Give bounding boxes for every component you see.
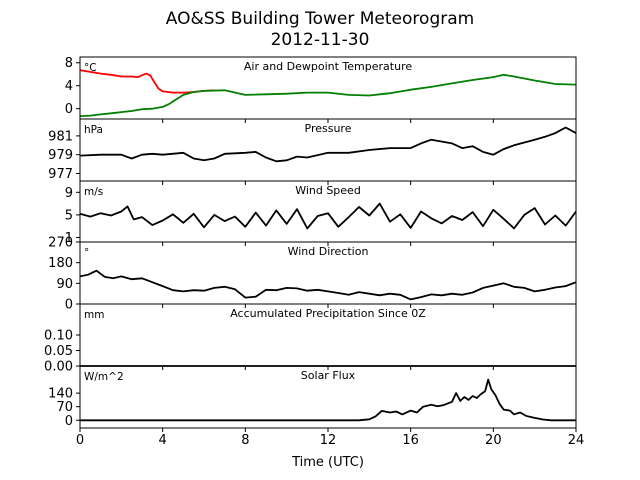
series-line-wind-speed-0 [79, 202, 577, 230]
y-tick-label: 981 [48, 129, 73, 144]
x-tick-label: 8 [241, 433, 249, 448]
y-tick-label: 0 [65, 298, 73, 313]
x-tick-label: 24 [568, 433, 585, 448]
x-tick-label: 0 [76, 433, 84, 448]
y-tick-label: 140 [48, 387, 73, 402]
chart-title: AO&SS Building Tower Meteorogram [166, 9, 474, 29]
series-line-temperature-1 [79, 73, 577, 117]
x-axis-label: Time (UTC) [291, 455, 364, 470]
y-tick-label: 979 [48, 148, 73, 163]
y-tick-label: 0.05 [44, 344, 73, 359]
chart-subtitle: 2012-11-30 [271, 30, 370, 50]
panel-title: Air and Dewpoint Temperature [244, 60, 412, 73]
panel-temperature: 8 4 0 °C Air and Dewpoint Temperature [65, 56, 577, 123]
y-tick-label: 0 [65, 414, 73, 429]
y-tick-label: 9 [65, 186, 73, 201]
y-tick-label: 5 [65, 208, 73, 223]
panel-pressure: 981 979 977 hPa Pressure [48, 118, 577, 185]
panels: 840°C Air and Dewpoint Temperature9819799… [44, 56, 577, 432]
series-line-temperature-0 [79, 69, 215, 94]
y-tick-label: 8 [65, 56, 73, 71]
y-tick-label: 90 [56, 277, 73, 292]
y-tick-label: 0.00 [44, 360, 73, 375]
panel-title: Accumulated Precipitation Since 0Z [230, 307, 426, 320]
unit-label: ° [84, 247, 89, 259]
panel-precipitation: 0.100.050.00 mm Accumulated Precipitation … [44, 303, 577, 375]
y-tick-label: 180 [48, 256, 73, 271]
unit-label: hPa [84, 124, 103, 136]
panel-title: Wind Direction [288, 245, 369, 258]
panel-title: Solar Flux [301, 369, 356, 382]
x-tick-label: 16 [402, 433, 419, 448]
x-axis: 0 4 8 12 16 20 24 [76, 433, 584, 448]
x-tick-label: 12 [320, 433, 337, 448]
x-tick-label: 4 [159, 433, 167, 448]
panel-title: Pressure [305, 122, 352, 135]
series-line-solar-flux-0 [80, 378, 576, 422]
panel-wind-direction: 270 180 90 0 ° Wind Direction [48, 236, 577, 313]
y-tick-label: 0 [65, 102, 73, 117]
series-line-wind-direction-0 [79, 269, 577, 301]
unit-label: mm [84, 309, 104, 321]
y-tick-label: 270 [48, 236, 73, 251]
y-tick-label: 0.10 [44, 329, 73, 344]
panel-title: Wind Speed [295, 184, 361, 197]
y-tick-label: 977 [48, 167, 73, 182]
series-line-pressure-0 [79, 126, 577, 163]
y-tick-label: 70 [56, 400, 73, 415]
unit-label: m/s [84, 186, 103, 198]
unit-label: W/m^2 [84, 371, 124, 383]
panel-wind-speed: 9 5 1 m/s Wind Speed [65, 180, 577, 246]
y-tick-label: 1 [65, 231, 73, 246]
x-tick-label: 20 [485, 433, 502, 448]
y-tick-label: 4 [65, 79, 73, 94]
unit-label: °C [84, 62, 97, 74]
